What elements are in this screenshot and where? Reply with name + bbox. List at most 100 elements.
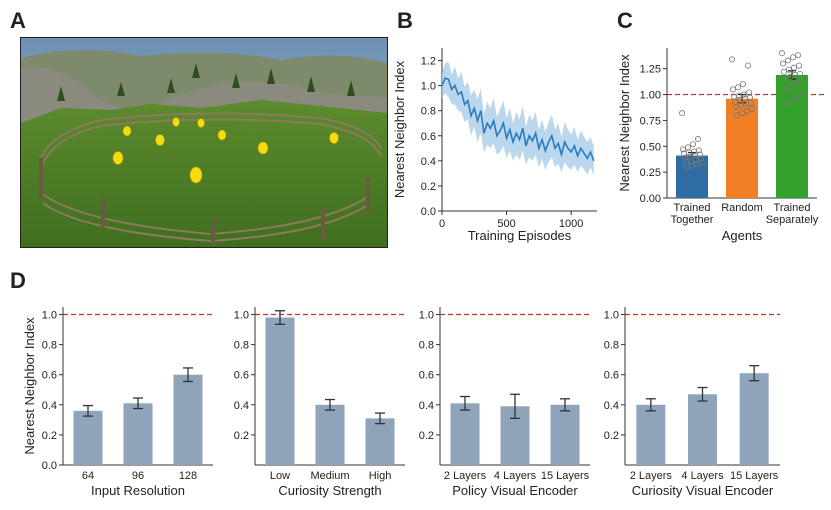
data-point	[785, 66, 792, 73]
chart-b-training-curve: 0.0 0.2 0.4 0.6 0.8 1.0 1.2 Nearest Neighbor In…	[392, 48, 597, 243]
x-tick-label: 15 Layers	[730, 470, 779, 482]
y-tick-label: 1.0	[604, 310, 619, 322]
bar	[676, 155, 708, 198]
bar	[726, 98, 758, 198]
y-tick-label: 0.6	[234, 370, 249, 382]
data-point	[744, 62, 751, 69]
y-axis-label: Nearest Neighbor Index	[22, 317, 37, 455]
y-tick-label: 1.0	[234, 310, 249, 322]
data-point	[790, 64, 797, 71]
bar	[688, 394, 717, 465]
y-tick-label: 0.4	[42, 400, 57, 412]
x-tick-label: 128	[179, 470, 197, 482]
data-point	[792, 81, 799, 88]
data-point	[733, 103, 740, 110]
y-tick-label: 0.2	[42, 430, 57, 442]
bar	[550, 404, 580, 465]
y-tick-label: 0.50	[640, 141, 661, 153]
x-tick-label: 96	[132, 470, 144, 482]
data-point	[740, 81, 747, 88]
y-tick-label: 0.4	[419, 400, 434, 412]
data-point	[734, 112, 741, 119]
data-point	[743, 108, 750, 115]
x-tick-label: Separately	[766, 214, 819, 226]
data-point	[779, 60, 786, 67]
panel-label-b: B	[397, 8, 413, 33]
y-tick-label: 0.2	[234, 430, 249, 442]
x-tick-label: 15 Layers	[541, 470, 590, 482]
y-tick-label: 0.4	[604, 400, 619, 412]
x-axis-label: Agents	[722, 228, 763, 243]
y-tick-label: 0.25	[640, 167, 661, 179]
y-tick-label: 0.2	[421, 181, 436, 193]
x-axis-label: Curiosity Visual Encoder	[632, 483, 774, 498]
data-point	[781, 76, 788, 83]
data-point	[783, 99, 790, 106]
data-point	[793, 94, 800, 101]
panel-label-c: C	[617, 8, 633, 33]
panel-label-d: D	[10, 268, 26, 293]
bar	[73, 410, 103, 465]
y-tick-label: 0.8	[421, 106, 436, 118]
confidence-band	[442, 61, 594, 176]
y-tick-label: 1.0	[419, 310, 434, 322]
x-tick-label: 4 Layers	[681, 470, 724, 482]
x-tick-label: Low	[270, 470, 290, 482]
bar	[315, 404, 345, 465]
data-point	[789, 54, 796, 61]
x-axis-label: Curiosity Strength	[278, 483, 381, 498]
x-tick-label: Trained	[674, 202, 711, 214]
data-point	[786, 73, 793, 80]
x-axis-label: Training Episodes	[468, 228, 572, 243]
bar	[123, 403, 153, 465]
y-tick-label: 0.6	[604, 370, 619, 382]
data-point	[681, 150, 688, 157]
y-axis-label: Nearest Neighbor Index	[392, 60, 407, 198]
x-axis-label: Policy Visual Encoder	[452, 483, 578, 498]
y-tick-label: 0.4	[234, 400, 249, 412]
data-point	[682, 154, 689, 161]
y-tick-label: 1.2	[421, 56, 436, 68]
bar	[265, 317, 295, 465]
data-point	[794, 52, 801, 59]
chart-c-agents-bars: 0.00 0.25 0.50 0.75 1.00 1.25 Nearest Neighbor…	[617, 48, 825, 243]
x-tick-label: 1000	[559, 218, 583, 230]
y-tick-label: 0.8	[234, 340, 249, 352]
bar	[776, 74, 808, 198]
data-point	[679, 110, 686, 117]
x-tick-label: Medium	[310, 470, 349, 482]
chart-d4-curiosity-visual-encoder: 0.2 0.4 0.6 0.8 1.0 Curiosity Visual Encoder2…	[604, 307, 780, 498]
data-point	[694, 160, 701, 167]
y-tick-label: 0.0	[42, 460, 57, 472]
data-point	[685, 144, 692, 151]
data-point	[778, 50, 785, 57]
data-point	[784, 57, 791, 64]
bar	[739, 373, 769, 465]
x-tick-label: High	[369, 470, 392, 482]
bar	[636, 404, 666, 465]
x-tick-label: Together	[671, 214, 714, 226]
y-tick-label: 0.6	[42, 370, 57, 382]
x-axis-label: Input Resolution	[91, 483, 185, 498]
y-tick-label: 0.8	[604, 340, 619, 352]
data-point	[780, 68, 787, 75]
y-tick-label: 0.8	[42, 340, 57, 352]
x-tick-label: 0	[439, 218, 445, 230]
bar	[365, 418, 395, 465]
y-tick-label: 0.2	[604, 430, 619, 442]
bar	[173, 374, 203, 465]
y-tick-label: 1.00	[640, 90, 661, 102]
x-tick-label: 2 Layers	[444, 470, 487, 482]
data-point	[795, 62, 802, 69]
x-tick-label: 500	[497, 218, 515, 230]
data-point	[791, 71, 798, 78]
data-point	[798, 90, 805, 97]
data-point	[787, 84, 794, 91]
y-tick-label: 0.6	[421, 131, 436, 143]
data-point	[788, 97, 795, 104]
data-point	[748, 106, 755, 113]
data-point	[729, 56, 736, 63]
data-point	[684, 163, 691, 170]
